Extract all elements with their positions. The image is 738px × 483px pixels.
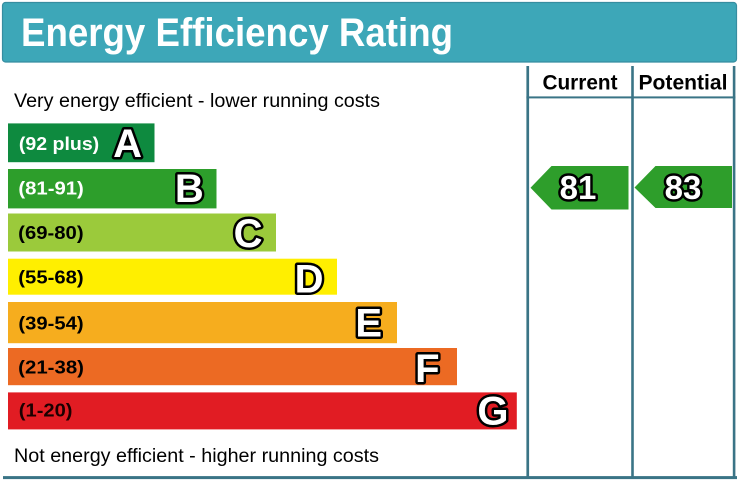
svg-text:G: G [477,390,508,434]
svg-text:(92 plus): (92 plus) [19,134,99,154]
svg-text:(21-38): (21-38) [18,358,84,378]
svg-text:83: 83 [665,169,702,206]
svg-text:(39-54): (39-54) [18,314,83,334]
svg-text:A: A [113,122,142,166]
svg-text:(1-20): (1-20) [19,401,73,421]
svg-text:Potential: Potential [639,71,728,95]
svg-text:(81-91): (81-91) [18,179,83,199]
svg-text:F: F [415,347,439,391]
svg-text:E: E [355,302,382,346]
svg-text:Energy Efficiency Rating: Energy Efficiency Rating [21,11,453,55]
svg-text:Not energy efficient - higher: Not energy efficient - higher running co… [14,445,379,467]
svg-text:81: 81 [560,169,597,206]
svg-text:(69-80): (69-80) [18,223,83,243]
svg-text:C: C [234,212,263,256]
svg-text:Very energy efficient - lower: Very energy efficient - lower running co… [14,90,380,112]
svg-text:Current: Current [543,71,618,95]
svg-text:(55-68): (55-68) [18,267,83,287]
svg-text:B: B [175,167,204,211]
svg-text:D: D [295,258,324,302]
